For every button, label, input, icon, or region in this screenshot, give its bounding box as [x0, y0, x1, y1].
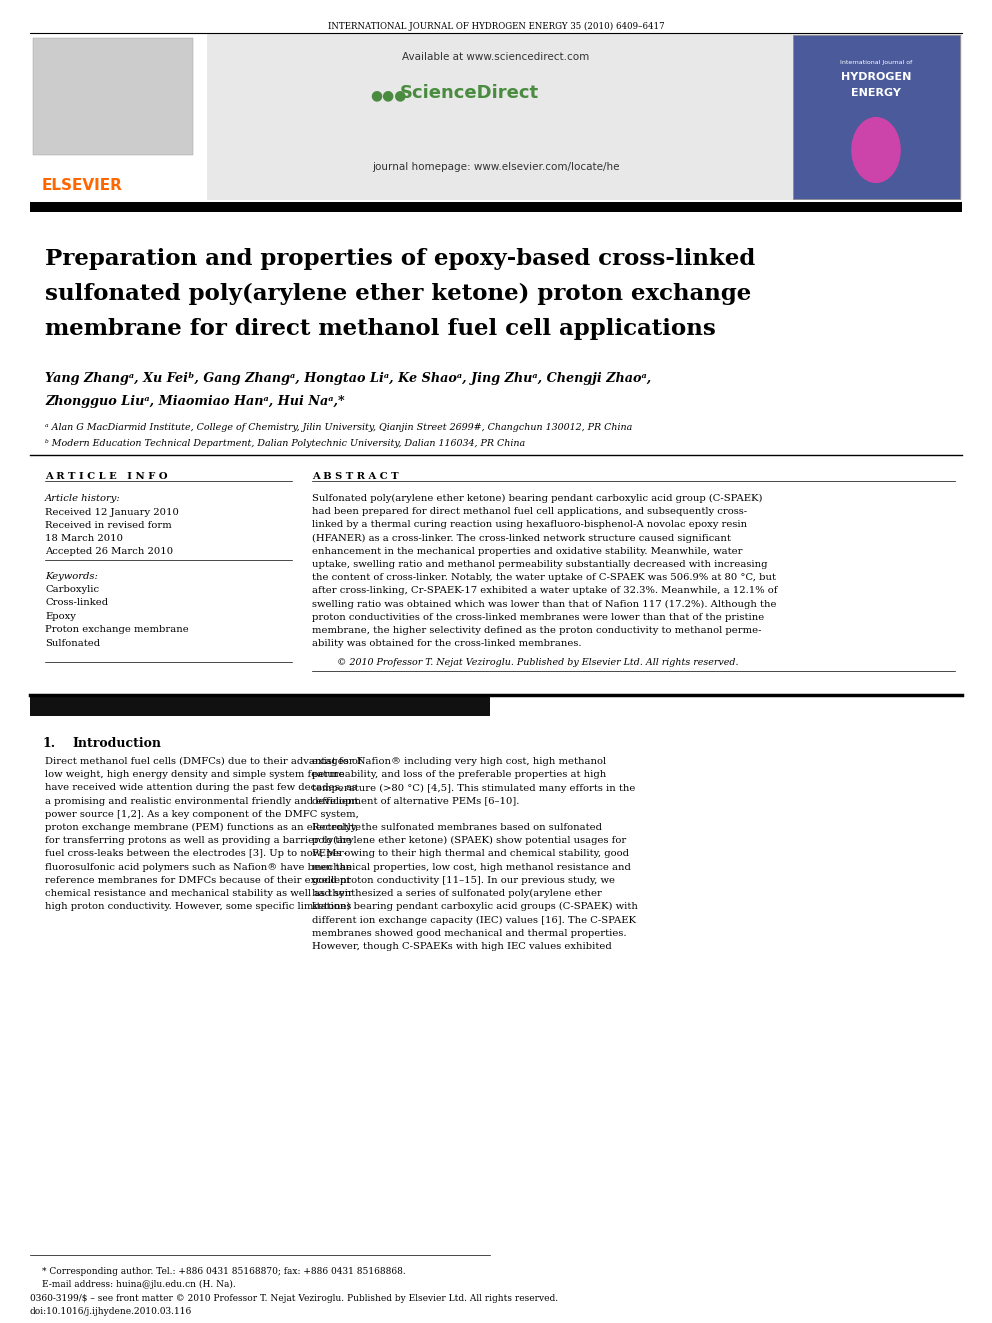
Text: ScienceDirect: ScienceDirect: [400, 83, 539, 102]
Text: Yang Zhangᵃ, Xu Feiᵇ, Gang Zhangᵃ, Hongtao Liᵃ, Ke Shaoᵃ, Jing Zhuᵃ, Chengji Zha: Yang Zhangᵃ, Xu Feiᵇ, Gang Zhangᵃ, Hongt…: [45, 372, 652, 385]
Text: Received 12 January 2010: Received 12 January 2010: [45, 508, 179, 517]
Text: Direct methanol fuel cells (DMFCs) due to their advantages of: Direct methanol fuel cells (DMFCs) due t…: [45, 757, 362, 766]
Text: Cross-linked: Cross-linked: [45, 598, 108, 607]
Text: temperature (>80 °C) [4,5]. This stimulated many efforts in the: temperature (>80 °C) [4,5]. This stimula…: [312, 783, 635, 792]
Text: membranes showed good mechanical and thermal properties.: membranes showed good mechanical and the…: [312, 929, 627, 938]
Bar: [30, 33, 962, 200]
Text: (HFANER) as a cross-linker. The cross-linked network structure caused significan: (HFANER) as a cross-linker. The cross-li…: [312, 533, 731, 542]
Text: Introduction: Introduction: [72, 737, 161, 750]
Text: © 2010 Professor T. Nejat Veziroglu. Published by Elsevier Ltd. All rights reser: © 2010 Professor T. Nejat Veziroglu. Pub…: [337, 658, 738, 667]
Text: Keywords:: Keywords:: [45, 572, 98, 581]
Text: fluorosulfonic acid polymers such as Nafion® have been the: fluorosulfonic acid polymers such as Naf…: [45, 863, 352, 872]
Bar: [793, 34, 960, 198]
Text: Epoxy: Epoxy: [45, 613, 75, 620]
Text: swelling ratio was obtained which was lower than that of Nafion 117 (17.2%). Alt: swelling ratio was obtained which was lo…: [312, 599, 777, 609]
Text: E-mail address: huina@jlu.edu.cn (H. Na).: E-mail address: huina@jlu.edu.cn (H. Na)…: [42, 1279, 236, 1289]
Text: proton conductivities of the cross-linked membranes were lower than that of the : proton conductivities of the cross-linke…: [312, 613, 764, 622]
Text: power source [1,2]. As a key component of the DMFC system,: power source [1,2]. As a key component o…: [45, 810, 359, 819]
Text: journal homepage: www.elsevier.com/locate/he: journal homepage: www.elsevier.com/locat…: [372, 161, 620, 172]
Text: proton exchange membrane (PEM) functions as an electrolyte: proton exchange membrane (PEM) functions…: [45, 823, 361, 832]
Text: reference membranes for DMFCs because of their excellent: reference membranes for DMFCs because of…: [45, 876, 350, 885]
Text: after cross-linking, Cr-SPAEK-17 exhibited a water uptake of 32.3%. Meanwhile, a: after cross-linking, Cr-SPAEK-17 exhibit…: [312, 586, 778, 595]
Text: Available at www.sciencedirect.com: Available at www.sciencedirect.com: [403, 52, 589, 62]
Text: ketone) bearing pendant carboxylic acid groups (C-SPAEK) with: ketone) bearing pendant carboxylic acid …: [312, 902, 638, 912]
Text: Zhongguo Liuᵃ, Miaomiao Hanᵃ, Hui Naᵃ,*: Zhongguo Liuᵃ, Miaomiao Hanᵃ, Hui Naᵃ,*: [45, 396, 344, 407]
Text: for transferring protons as well as providing a barrier to the: for transferring protons as well as prov…: [45, 836, 352, 845]
Text: enhancement in the mechanical properties and oxidative stability. Meanwhile, wat: enhancement in the mechanical properties…: [312, 546, 742, 556]
Text: uptake, swelling ratio and methanol permeability substantially decreased with in: uptake, swelling ratio and methanol perm…: [312, 560, 768, 569]
Text: Carboxylic: Carboxylic: [45, 585, 99, 594]
Bar: [30, 697, 490, 716]
Text: ᵇ Modern Education Technical Department, Dalian Polytechnic University, Dalian 1: ᵇ Modern Education Technical Department,…: [45, 439, 525, 448]
Text: mechanical properties, low cost, high methanol resistance and: mechanical properties, low cost, high me…: [312, 863, 631, 872]
Text: PEMs owing to their high thermal and chemical stability, good: PEMs owing to their high thermal and che…: [312, 849, 629, 859]
Text: different ion exchange capacity (IEC) values [16]. The C-SPAEK: different ion exchange capacity (IEC) va…: [312, 916, 636, 925]
Bar: [33, 38, 193, 155]
Text: had been prepared for direct methanol fuel cell applications, and subsequently c: had been prepared for direct methanol fu…: [312, 507, 747, 516]
Text: 0360-3199/$ – see front matter © 2010 Professor T. Nejat Veziroglu. Published by: 0360-3199/$ – see front matter © 2010 Pr…: [30, 1294, 558, 1303]
Bar: [30, 202, 962, 212]
Text: 18 March 2010: 18 March 2010: [45, 534, 123, 542]
Text: ENERGY: ENERGY: [851, 89, 901, 98]
Bar: [30, 33, 207, 200]
Text: Article history:: Article history:: [45, 493, 121, 503]
Text: ELSEVIER: ELSEVIER: [42, 179, 123, 193]
Text: membrane, the higher selectivity defined as the proton conductivity to methanol : membrane, the higher selectivity defined…: [312, 626, 762, 635]
Text: good proton conductivity [11–15]. In our previous study, we: good proton conductivity [11–15]. In our…: [312, 876, 615, 885]
Text: Proton exchange membrane: Proton exchange membrane: [45, 626, 188, 635]
Text: development of alternative PEMs [6–10].: development of alternative PEMs [6–10].: [312, 796, 520, 806]
Text: Received in revised form: Received in revised form: [45, 521, 172, 531]
Text: ability was obtained for the cross-linked membranes.: ability was obtained for the cross-linke…: [312, 639, 581, 648]
Text: ᵃ Alan G MacDiarmid Institute, College of Chemistry, Jilin University, Qianjin S: ᵃ Alan G MacDiarmid Institute, College o…: [45, 423, 632, 433]
Text: HYDROGEN: HYDROGEN: [841, 71, 912, 82]
Text: Sulfonated poly(arylene ether ketone) bearing pendant carboxylic acid group (C-S: Sulfonated poly(arylene ether ketone) be…: [312, 493, 763, 503]
Text: low weight, high energy density and simple system feature: low weight, high energy density and simp…: [45, 770, 344, 779]
Text: sulfonated poly(arylene ether ketone) proton exchange: sulfonated poly(arylene ether ketone) pr…: [45, 283, 751, 306]
Text: ●●●: ●●●: [370, 89, 407, 102]
Text: exist for Nafion® including very high cost, high methanol: exist for Nafion® including very high co…: [312, 757, 606, 766]
Text: a promising and realistic environmental friendly and efficient: a promising and realistic environmental …: [45, 796, 358, 806]
Text: permeability, and loss of the preferable properties at high: permeability, and loss of the preferable…: [312, 770, 606, 779]
Text: had synthesized a series of sulfonated poly(arylene ether: had synthesized a series of sulfonated p…: [312, 889, 602, 898]
Text: * Corresponding author. Tel.: +886 0431 85168870; fax: +886 0431 85168868.: * Corresponding author. Tel.: +886 0431 …: [42, 1267, 406, 1275]
Text: INTERNATIONAL JOURNAL OF HYDROGEN ENERGY 35 (2010) 6409–6417: INTERNATIONAL JOURNAL OF HYDROGEN ENERGY…: [327, 22, 665, 32]
Text: A B S T R A C T: A B S T R A C T: [312, 472, 399, 482]
Text: membrane for direct methanol fuel cell applications: membrane for direct methanol fuel cell a…: [45, 318, 716, 340]
Circle shape: [851, 116, 901, 183]
Text: International Journal of: International Journal of: [840, 60, 912, 65]
Text: the content of cross-linker. Notably, the water uptake of C-SPAEK was 506.9% at : the content of cross-linker. Notably, th…: [312, 573, 776, 582]
Text: chemical resistance and mechanical stability as well as their: chemical resistance and mechanical stabi…: [45, 889, 353, 898]
Text: high proton conductivity. However, some specific limitations: high proton conductivity. However, some …: [45, 902, 351, 912]
Text: However, though C-SPAEKs with high IEC values exhibited: However, though C-SPAEKs with high IEC v…: [312, 942, 612, 951]
Text: fuel cross-leaks between the electrodes [3]. Up to now, per-: fuel cross-leaks between the electrodes …: [45, 849, 347, 859]
Text: Recently, the sulfonated membranes based on sulfonated: Recently, the sulfonated membranes based…: [312, 823, 602, 832]
Text: have received wide attention during the past few decades, as: have received wide attention during the …: [45, 783, 357, 792]
Text: 1.: 1.: [42, 737, 56, 750]
Text: doi:10.1016/j.ijhydene.2010.03.116: doi:10.1016/j.ijhydene.2010.03.116: [30, 1307, 192, 1316]
Text: A R T I C L E   I N F O: A R T I C L E I N F O: [45, 472, 168, 482]
Text: Preparation and properties of epoxy-based cross-linked: Preparation and properties of epoxy-base…: [45, 247, 755, 270]
Text: Sulfonated: Sulfonated: [45, 639, 100, 648]
Text: poly(arylene ether ketone) (SPAEK) show potential usages for: poly(arylene ether ketone) (SPAEK) show …: [312, 836, 626, 845]
Text: Accepted 26 March 2010: Accepted 26 March 2010: [45, 546, 174, 556]
Text: linked by a thermal curing reaction using hexafluoro-bisphenol-A novolac epoxy r: linked by a thermal curing reaction usin…: [312, 520, 747, 529]
